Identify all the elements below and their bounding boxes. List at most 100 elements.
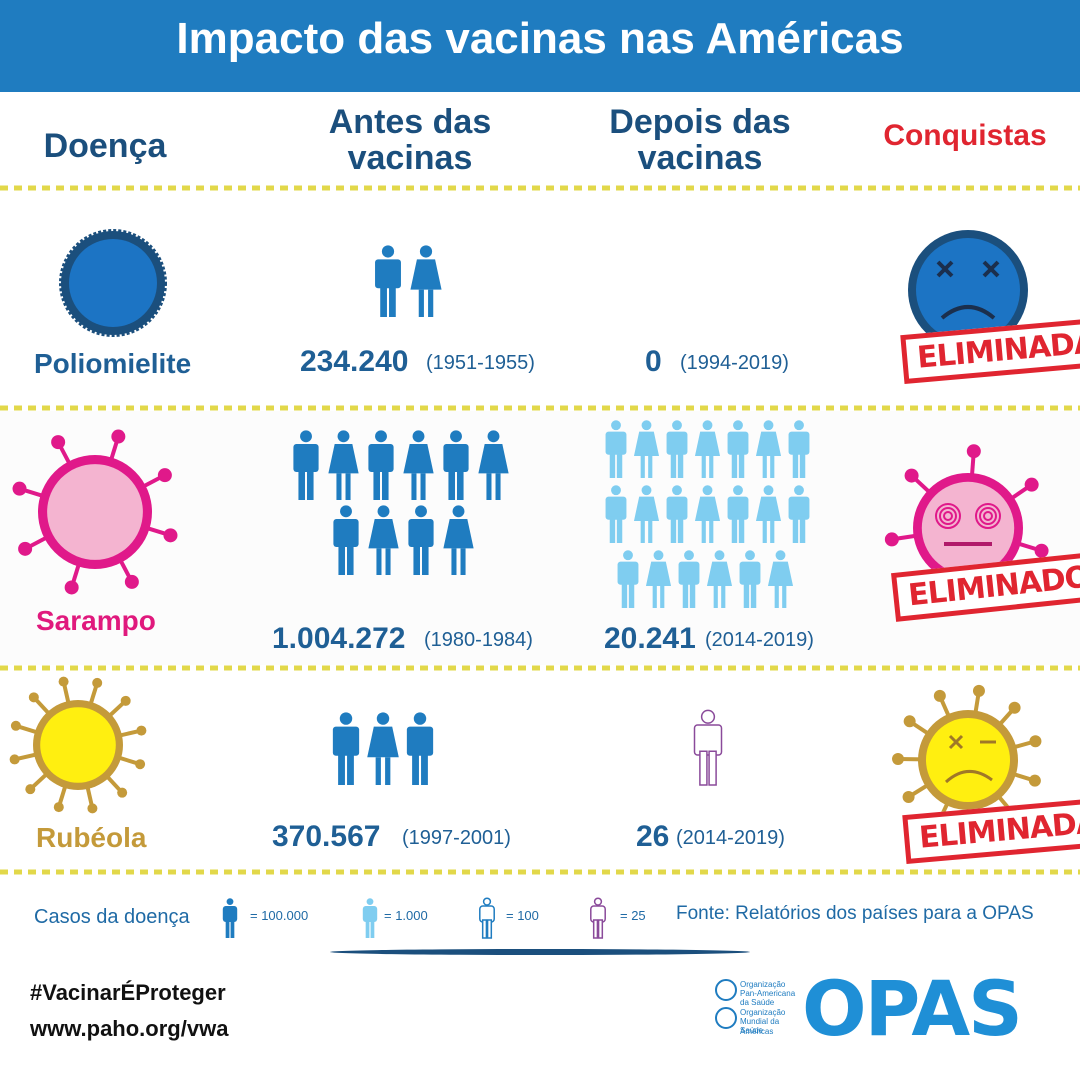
person-icon — [767, 550, 794, 608]
spike-tip — [972, 684, 985, 697]
eyes — [948, 734, 996, 750]
dividers — [0, 185, 1080, 875]
polio-face — [908, 230, 1028, 350]
spike-tip — [117, 787, 128, 798]
mouth — [944, 770, 993, 784]
person-icon — [333, 505, 359, 575]
spike-tip — [136, 725, 147, 736]
spike-tip — [884, 532, 899, 547]
person-icon — [403, 430, 434, 500]
logo-line: Organização Pan-Americana da Saúde — [740, 980, 796, 1007]
person-icon — [478, 430, 509, 500]
separator — [330, 949, 750, 955]
before-cases: 370.567 — [272, 820, 381, 853]
virus-core — [926, 718, 1010, 802]
column-header: Antes das vacinas — [328, 103, 492, 177]
spike-tip — [53, 802, 64, 813]
before-period: (1997-2001) — [402, 827, 511, 849]
spike-tip — [903, 715, 916, 728]
spike-tip — [1028, 774, 1041, 787]
person-icon — [633, 485, 660, 543]
person-icon — [368, 505, 399, 575]
spike-tip — [124, 574, 139, 589]
person-icon — [368, 430, 394, 500]
column-header: Conquistas — [883, 119, 1047, 152]
person-icon — [375, 245, 401, 317]
person-icon — [755, 420, 782, 478]
after-cases: 26 — [636, 820, 670, 853]
spike-tip — [58, 676, 69, 687]
spike-tip — [120, 695, 131, 706]
legend-item: = 25 — [620, 908, 646, 923]
disease-name: Rubéola — [36, 822, 147, 853]
spike-tip — [18, 541, 33, 556]
person-icon — [367, 712, 399, 785]
spike-tip — [111, 429, 126, 444]
spike-tip — [87, 803, 98, 814]
person-icon — [678, 550, 700, 608]
legend-item: = 100.000 — [250, 908, 309, 923]
column-header: Depois das vacinas — [609, 103, 791, 177]
eye — [943, 511, 953, 521]
eye — [983, 511, 993, 521]
person-icon — [693, 709, 723, 786]
before-cases: 234.240 — [300, 345, 409, 378]
legend-title: Casos da doença — [34, 906, 190, 928]
spike-tip — [163, 528, 178, 543]
person-icon — [694, 485, 721, 543]
spike-tip — [135, 759, 146, 770]
disease-name: Sarampo — [36, 605, 156, 636]
after-cases: 20.241 — [604, 622, 696, 655]
virus-core — [40, 707, 116, 783]
spike-tip — [25, 784, 36, 795]
eye — [939, 507, 957, 525]
spike-tip — [10, 720, 21, 731]
person-icon — [590, 897, 606, 939]
person-icon — [633, 420, 660, 478]
before-cases: 1.004.272 — [272, 622, 406, 655]
person-icon — [362, 898, 378, 938]
spike-tip — [9, 754, 20, 765]
eye — [975, 503, 1001, 529]
virus-core — [921, 481, 1015, 575]
before-period: (1951-1955) — [426, 352, 535, 374]
column-header: Doença — [43, 127, 167, 165]
before-period: (1980-1984) — [424, 629, 533, 651]
person-icon — [443, 505, 474, 575]
spike-tip — [892, 752, 905, 765]
person-icon — [479, 897, 495, 939]
person-icon — [605, 420, 627, 478]
person-icon — [788, 485, 810, 543]
case-icons — [222, 245, 810, 939]
eye — [979, 507, 997, 525]
disease-name: Poliomielite — [34, 348, 192, 379]
person-icon — [694, 420, 721, 478]
logo: OPAS — [802, 964, 1023, 1053]
spike-tip — [902, 790, 915, 803]
title-bar — [0, 0, 1080, 92]
spike-tip — [1034, 543, 1049, 558]
person-icon — [727, 485, 749, 543]
person-icon — [739, 550, 761, 608]
person-icon — [605, 485, 627, 543]
measles-virus — [12, 429, 178, 595]
spike-tip — [64, 580, 79, 595]
legend-item: = 100 — [506, 908, 539, 923]
spike-tip — [157, 468, 172, 483]
person-icon — [706, 550, 733, 608]
logo-emblems — [715, 979, 737, 1029]
person-icon — [617, 550, 639, 608]
spike-tip — [1008, 701, 1021, 714]
logo-line: Américas — [740, 1027, 774, 1036]
spike-tip — [1029, 735, 1042, 748]
spike-tip — [904, 468, 919, 483]
person-icon — [408, 505, 434, 575]
after-cases: 0 — [645, 345, 662, 378]
virus-core — [47, 464, 143, 560]
person-icon — [666, 485, 688, 543]
title: Impacto das vacinas nas Américas — [176, 14, 904, 63]
person-icon — [788, 420, 810, 478]
person-icon — [410, 245, 442, 317]
